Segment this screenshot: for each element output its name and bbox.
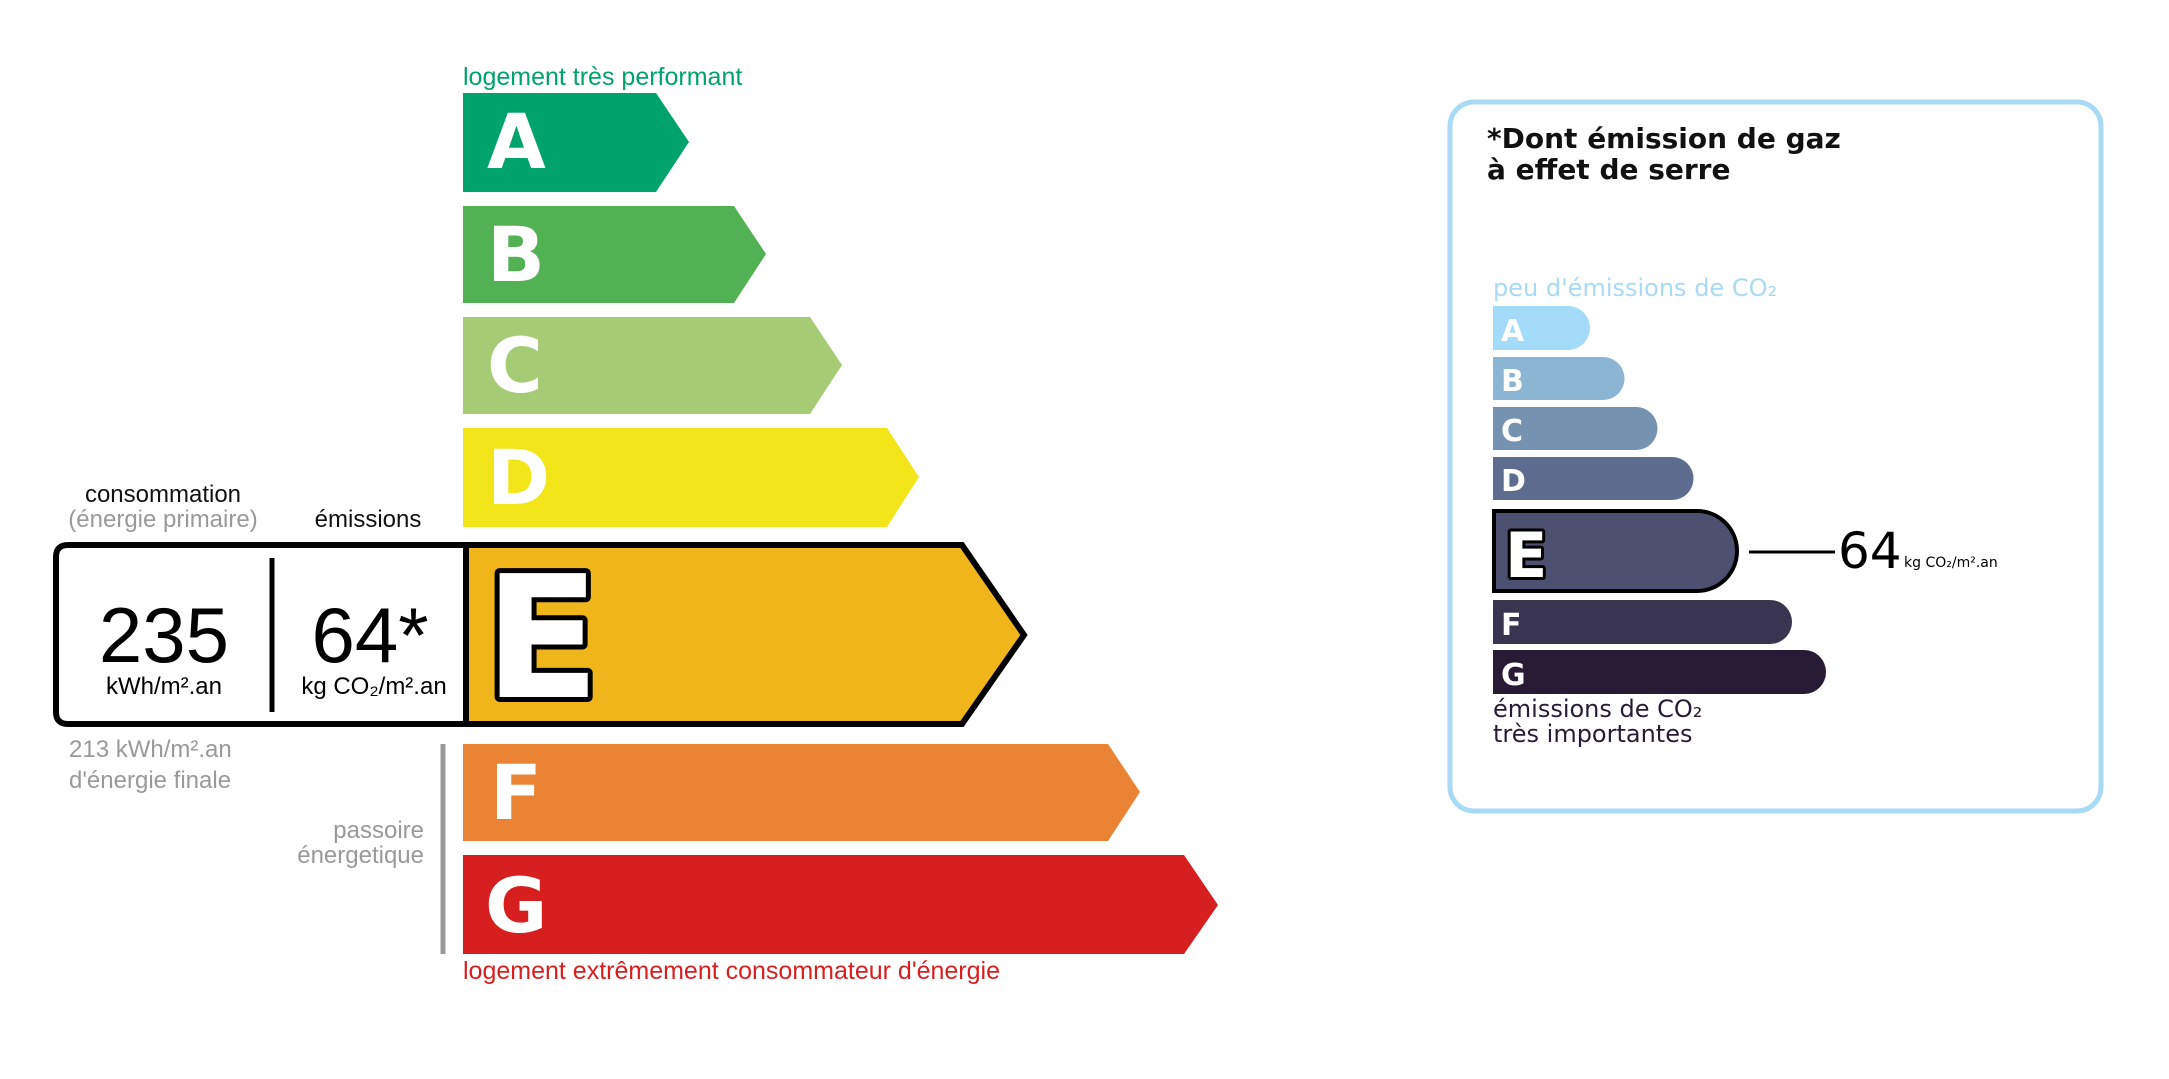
energy-class-c: C	[463, 317, 842, 414]
energy-bar-a	[463, 93, 689, 192]
energy-letter-a: A	[487, 97, 546, 186]
ges-letter-d: D	[1501, 464, 1526, 499]
consumption-label: consommation	[85, 481, 241, 508]
energy-letter-d: D	[487, 433, 550, 522]
ges-bottom-label-2: très importantes	[1493, 720, 1693, 748]
energy-class-a: A	[463, 93, 689, 192]
energy-letter-c: C	[487, 321, 543, 410]
energy-letter-f: F	[490, 748, 542, 837]
energy-bar-b	[463, 206, 766, 303]
final-energy-label: d'énergie finale	[69, 767, 231, 794]
consumption-unit: kWh/m².an	[106, 673, 222, 700]
ges-bar-e	[1492, 509, 1739, 593]
ges-class-g: G	[1493, 650, 1826, 694]
values-box	[53, 542, 469, 727]
emissions-unit: kg CO₂/m².an	[301, 673, 446, 700]
energy-class-b: B	[463, 206, 766, 303]
ges-class-f: F	[1493, 600, 1792, 644]
energy-class-e-current: 235 kWh/m².an 64* kg CO₂/m².an E	[53, 535, 1028, 743]
ges-letter-c: C	[1501, 414, 1523, 449]
energy-bar-d	[463, 428, 919, 527]
ges-class-e-current: E 64 kg CO₂/m².an	[1492, 509, 1998, 595]
final-energy-value: 213 kWh/m².an	[69, 736, 232, 763]
ges-top-label: peu d'émissions de CO₂	[1493, 274, 1777, 302]
ges-unit: kg CO₂/m².an	[1904, 555, 1998, 571]
energy-bar-e	[463, 542, 1028, 727]
energy-bar-c	[463, 317, 842, 414]
ges-bar-f	[1493, 600, 1792, 644]
ges-letter-g: G	[1501, 658, 1526, 693]
ges-letter-a: A	[1501, 314, 1525, 349]
ges-title-1: *Dont émission de gaz	[1487, 122, 1841, 155]
emissions-label: émissions	[315, 506, 422, 533]
emissions-value: 64*	[311, 591, 428, 679]
energy-top-label: logement très performant	[463, 63, 742, 91]
ges-class-b: B	[1493, 357, 1625, 400]
ges-bar-c	[1493, 407, 1658, 450]
ges-class-c: C	[1493, 407, 1658, 450]
consumption-value: 235	[99, 591, 229, 679]
energy-class-d: D	[463, 428, 919, 527]
energy-class-g: G	[463, 855, 1218, 954]
ges-title-2: à effet de serre	[1487, 153, 1730, 186]
passoire-label-2: énergetique	[297, 842, 424, 869]
energy-class-f: F	[463, 744, 1140, 841]
ges-bar-g	[1493, 650, 1826, 694]
energy-letter-b: B	[487, 210, 545, 299]
passoire-label-1: passoire	[333, 817, 424, 844]
ges-bar-b	[1493, 357, 1625, 400]
ges-letter-f: F	[1501, 608, 1522, 643]
ges-bar-d	[1493, 457, 1694, 500]
ges-value: 64	[1838, 522, 1902, 580]
energy-bar-f	[463, 744, 1140, 841]
ges-letter-b: B	[1501, 364, 1524, 399]
energy-letter-g: G	[485, 861, 547, 950]
ges-class-a: A	[1493, 306, 1590, 350]
energy-bottom-label: logement extrêmement consommateur d'éner…	[463, 957, 1000, 985]
ges-letter-e: E	[1505, 519, 1547, 592]
energy-letter-e: E	[484, 540, 600, 738]
ges-class-d: D	[1493, 457, 1694, 500]
ges-bottom-label-1: émissions de CO₂	[1493, 695, 1702, 723]
consumption-sublabel: (énergie primaire)	[68, 506, 257, 533]
energy-bar-g	[463, 855, 1218, 954]
ges-bar-a	[1493, 306, 1590, 350]
